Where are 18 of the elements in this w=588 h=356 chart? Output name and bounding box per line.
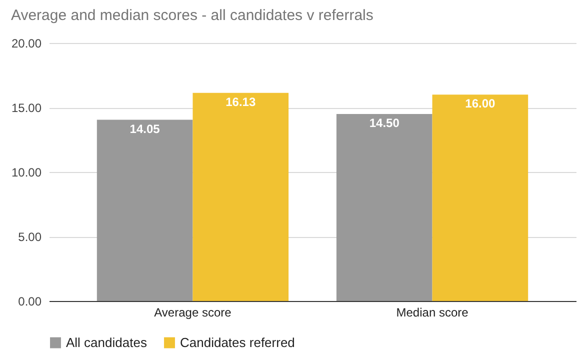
x-tick-label: Average score [154, 306, 232, 320]
y-tick-label: 10.00 [11, 166, 42, 180]
legend-label: All candidates [66, 334, 148, 350]
y-tick-label: 0.00 [18, 294, 42, 308]
data-label: 14.50 [369, 116, 400, 130]
data-label: 16.00 [465, 96, 496, 111]
bar [96, 120, 193, 301]
data-label: 16.13 [226, 94, 256, 109]
chart-title: Average and median scores - all candidates v referrals [10, 7, 374, 24]
y-tick-label: 15.00 [11, 101, 42, 115]
x-tick-label: Median score [396, 306, 469, 320]
data-label: 14.05 [130, 122, 160, 136]
bar [192, 92, 289, 301]
y-tick-label: 20.00 [11, 36, 42, 50]
bar [336, 114, 432, 301]
bar [432, 94, 528, 301]
legend-label: Candidates referred [180, 334, 295, 350]
y-tick-label: 5.00 [18, 230, 42, 244]
